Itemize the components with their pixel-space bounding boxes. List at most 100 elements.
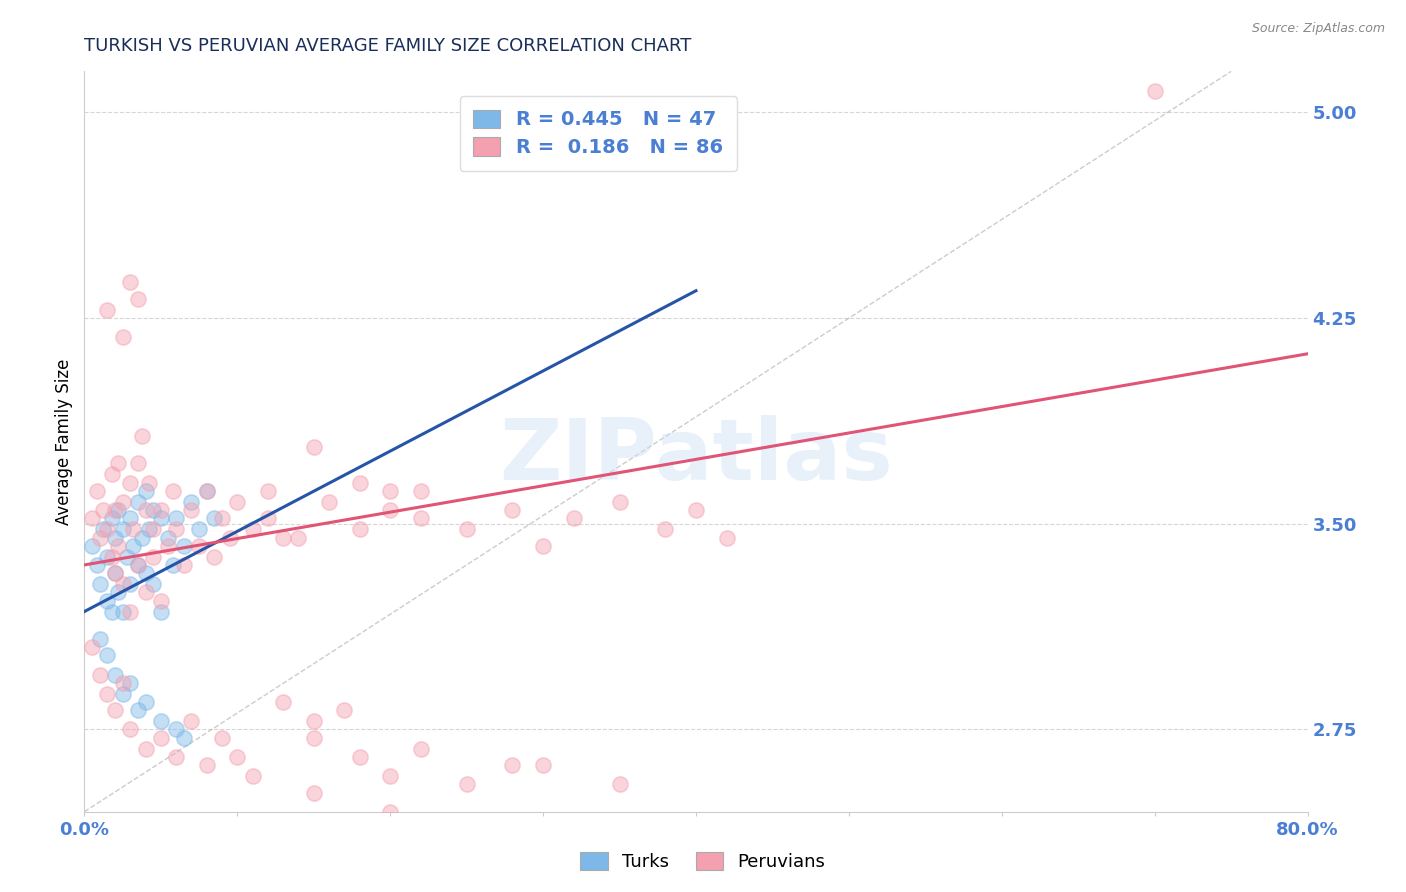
Point (380, 769, 402, 783)
Point (135, 483, 157, 498)
Text: ZIPatlas: ZIPatlas (499, 415, 893, 498)
Point (91, 522, 114, 536)
Point (380, 483, 402, 498)
Point (218, 531, 240, 545)
Point (1143, 84, 1166, 98)
Legend: R = 0.445   N = 47, R =  0.186   N = 86: R = 0.445 N = 47, R = 0.186 N = 86 (460, 95, 737, 170)
Point (101, 511, 124, 525)
Point (96, 687, 118, 701)
Point (165, 750, 187, 764)
Point (80, 539, 103, 553)
Point (135, 585, 157, 599)
Point (127, 558, 149, 572)
Point (122, 539, 145, 553)
Point (91, 503, 114, 517)
Point (173, 539, 195, 553)
Point (287, 531, 309, 545)
Point (226, 750, 249, 764)
Point (685, 503, 707, 517)
Point (104, 667, 127, 681)
Point (456, 777, 478, 791)
Point (562, 511, 585, 525)
Point (149, 605, 172, 619)
Point (86, 483, 108, 498)
Point (89, 667, 111, 681)
Point (111, 676, 134, 690)
Point (165, 723, 187, 737)
Point (120, 276, 142, 290)
Point (127, 292, 149, 306)
Point (96, 648, 118, 663)
Point (180, 495, 202, 509)
Point (638, 100, 661, 114)
Point (107, 503, 129, 517)
Point (135, 503, 157, 517)
Point (104, 566, 127, 581)
Point (380, 805, 402, 819)
Point (149, 731, 172, 745)
Point (135, 566, 157, 581)
Point (80, 640, 103, 655)
Point (127, 703, 149, 717)
Point (333, 703, 356, 717)
Point (318, 495, 340, 509)
Point (257, 511, 280, 525)
Point (211, 731, 233, 745)
Point (211, 511, 233, 525)
Point (107, 539, 129, 553)
Point (96, 593, 118, 607)
Point (127, 495, 149, 509)
Point (107, 585, 129, 599)
Point (380, 503, 402, 517)
Point (104, 503, 127, 517)
Point (149, 714, 172, 729)
Point (104, 566, 127, 581)
Point (531, 539, 554, 553)
Point (349, 475, 371, 490)
Point (502, 758, 524, 772)
Point (111, 522, 134, 536)
Point (157, 531, 180, 545)
Point (173, 558, 195, 572)
Point (135, 741, 157, 756)
Point (142, 577, 165, 591)
Point (202, 511, 225, 525)
Point (609, 777, 631, 791)
Point (257, 483, 280, 498)
Point (89, 577, 111, 591)
Point (271, 531, 294, 545)
Point (135, 695, 157, 709)
Point (111, 330, 134, 344)
Point (456, 522, 478, 536)
Point (96, 302, 118, 317)
Point (111, 577, 134, 591)
Point (195, 483, 218, 498)
Point (654, 522, 676, 536)
Point (165, 511, 187, 525)
Point (180, 503, 202, 517)
Point (127, 457, 149, 471)
Point (609, 495, 631, 509)
Point (86, 558, 108, 572)
Point (173, 731, 195, 745)
Point (138, 475, 160, 490)
Point (409, 511, 432, 525)
Point (101, 549, 124, 564)
Point (162, 483, 184, 498)
Point (531, 758, 554, 772)
Point (111, 605, 134, 619)
Point (131, 531, 153, 545)
Point (120, 723, 142, 737)
Point (302, 714, 325, 729)
Point (149, 503, 172, 517)
Point (127, 558, 149, 572)
Point (302, 785, 325, 799)
Point (162, 558, 184, 572)
Point (122, 522, 145, 536)
Point (107, 457, 129, 471)
Y-axis label: Average Family Size: Average Family Size (55, 359, 73, 524)
Point (89, 531, 111, 545)
Point (302, 731, 325, 745)
Point (80, 511, 103, 525)
Point (409, 741, 432, 756)
